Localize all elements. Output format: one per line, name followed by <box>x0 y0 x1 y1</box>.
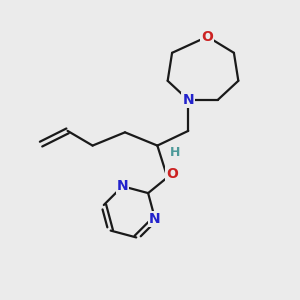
Text: H: H <box>170 146 180 159</box>
Text: N: N <box>182 93 194 107</box>
Text: N: N <box>149 212 161 226</box>
Text: O: O <box>202 30 213 44</box>
Text: O: O <box>166 167 178 181</box>
Text: N: N <box>117 179 128 193</box>
